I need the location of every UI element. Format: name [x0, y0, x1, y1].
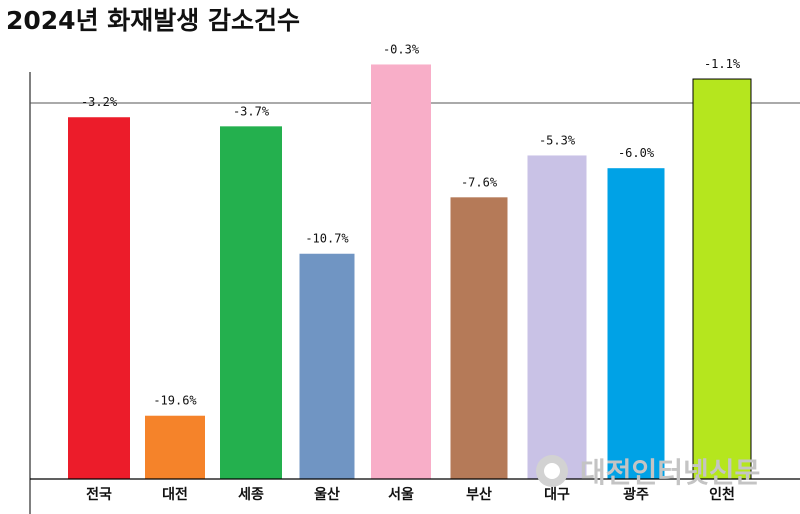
category-label: 부산: [466, 486, 492, 503]
bar-value-label: -7.6%: [461, 175, 498, 189]
bar-value-label: -3.2%: [81, 95, 118, 109]
category-label: 울산: [314, 486, 340, 503]
bar-value-label: -6.0%: [618, 146, 655, 160]
bars-group: -3.2% 전국 -19.6% 대전 -3.7% 세종 -10.7% 울산 -0.3% 서울 -7.…: [68, 42, 752, 503]
bar-value-label: -19.6%: [153, 394, 197, 408]
bar-8: [607, 168, 665, 479]
bar-value-label: -1.1%: [704, 57, 741, 71]
category-label: 세종: [238, 487, 264, 503]
bar-2: [145, 415, 205, 479]
bar-value-label: -10.7%: [305, 232, 349, 246]
category-label: 서울: [388, 486, 414, 503]
watermark-text: 대전인터넷신문: [580, 456, 760, 489]
category-label: 대구: [544, 487, 570, 503]
chart-title: 2024년 화재발생 감소건수: [6, 6, 300, 35]
bar-5: [371, 64, 431, 480]
bar-6: [450, 197, 508, 479]
watermark: 대전인터넷신문: [536, 455, 760, 489]
bar-4: [299, 253, 355, 479]
category-label: 대전: [162, 486, 188, 503]
bar-3: [220, 126, 282, 479]
category-label: 전국: [86, 486, 112, 503]
bar-value-label: -3.7%: [233, 104, 270, 118]
bar-7: [527, 155, 587, 479]
watermark-logo-inner: [544, 463, 560, 479]
bar-value-label: -5.3%: [539, 133, 576, 147]
category-label: 광주: [623, 486, 649, 503]
bar-value-label: -0.3%: [383, 42, 420, 56]
category-label: 인천: [709, 486, 735, 503]
bar-1: [68, 117, 130, 480]
bar-9: [692, 78, 752, 480]
